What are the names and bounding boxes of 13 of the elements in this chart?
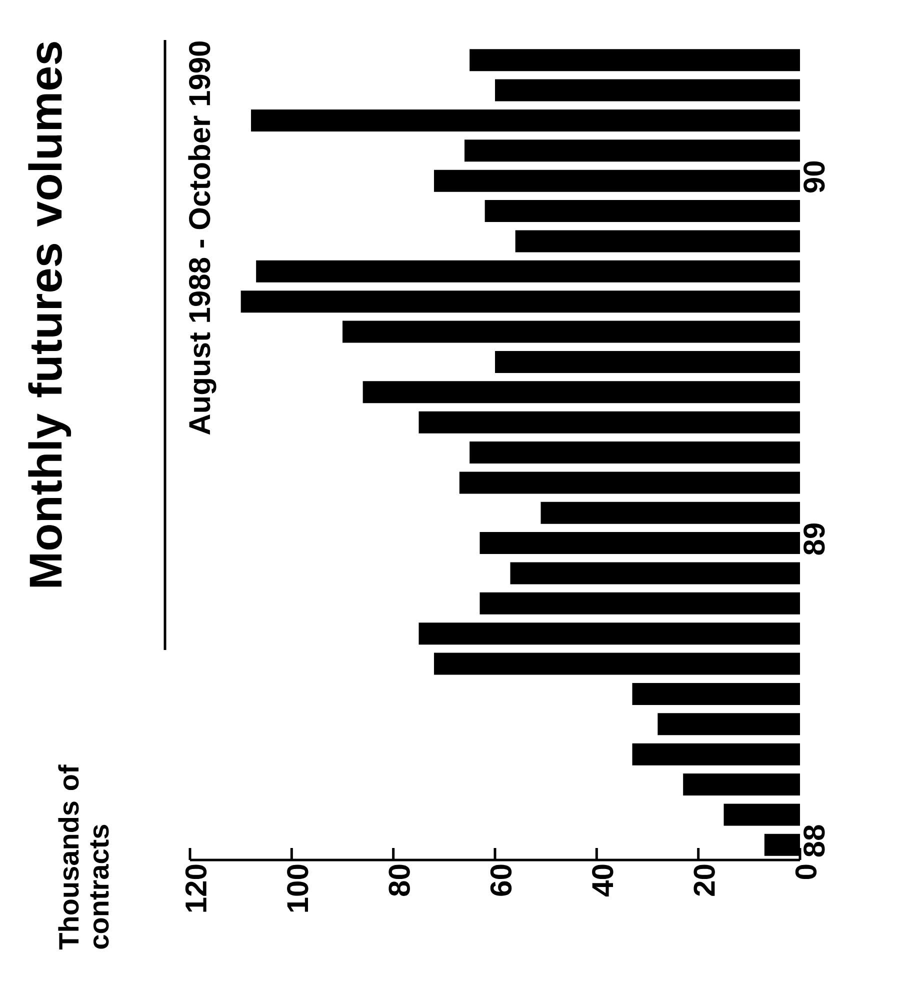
x-tick-label: 0	[795, 864, 817, 880]
text: August 1988 - October 1990	[188, 41, 216, 435]
x-tick-label: 20	[694, 864, 715, 896]
x-tick-label: 60	[490, 864, 512, 896]
y-tick-label: 88	[804, 825, 825, 857]
x-tick-label: 40	[592, 864, 614, 896]
x-tick-label: 80	[388, 864, 410, 896]
text: Monthly futures volumes	[28, 42, 72, 587]
x-tick-label: 120	[185, 864, 207, 912]
text: Thousands of contracts	[58, 764, 109, 950]
x-tick-label: 100	[287, 864, 308, 912]
y-tick-label: 89	[804, 523, 825, 555]
y-tick-label: 90	[804, 161, 825, 192]
